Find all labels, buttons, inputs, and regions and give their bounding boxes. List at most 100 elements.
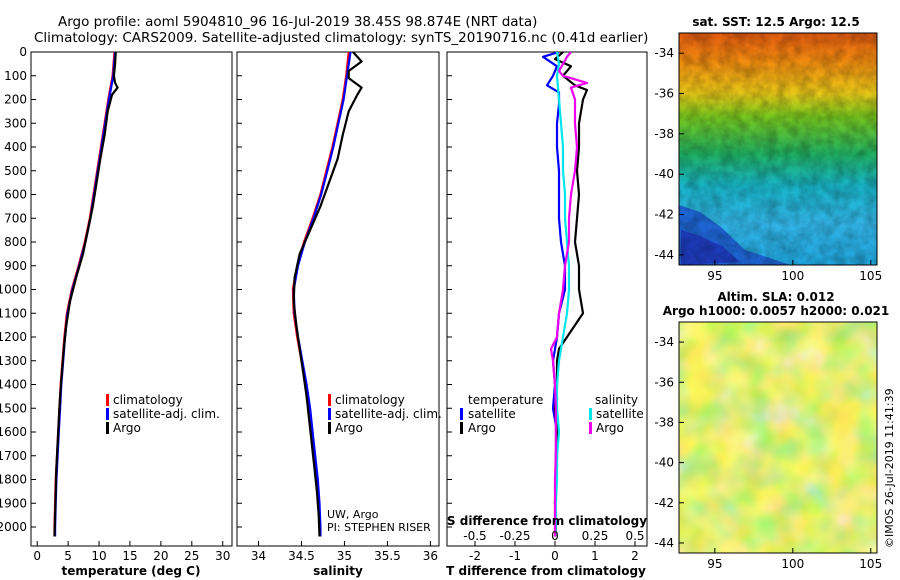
map-y-tick-label: -44 <box>654 248 674 262</box>
x-tick-label: 35 <box>337 549 352 563</box>
depth-tick-label: 1800 <box>0 473 27 487</box>
difference-panel: -2 -1 0 1 2 T difference from climatology S … <box>446 51 648 578</box>
x-tick-label: 0 <box>551 549 559 563</box>
x-tick-label: 25 <box>184 549 199 563</box>
series-line-argo <box>53 52 119 537</box>
credit-line-1: UW, Argo <box>327 508 379 521</box>
legend-climatology-swatch <box>106 394 109 406</box>
salinity-diff-tick-label: 0.25 <box>582 529 609 543</box>
map-y-tick-label: -44 <box>654 536 674 550</box>
depth-tick-label: 1100 <box>0 306 27 320</box>
map-y-tick-label: -36 <box>654 375 674 389</box>
x-tick-label: 10 <box>91 549 106 563</box>
salinity-diff-tick-label: 0 <box>551 529 559 543</box>
difference-frame <box>446 51 648 547</box>
legend-satellite-label: satellite-adj. clim. <box>335 407 442 421</box>
salinity-x-axis: 34 34.5 35 35.5 36 <box>251 541 438 563</box>
x-tick-label: 30 <box>215 549 230 563</box>
salinity-frame <box>236 51 440 547</box>
salinity-series <box>237 52 363 537</box>
legend-t-satellite-swatch <box>460 408 463 420</box>
depth-axis: 0 100 200 300 400 500 600 700 800 900 1000 1100 1200… <box>0 45 27 534</box>
depth-tick-label: 1900 <box>0 496 27 510</box>
map-x-tick-label: 100 <box>781 269 804 283</box>
salinity-panel: 34 34.5 35 35.5 36 salinity climatology sate… <box>236 51 442 578</box>
legend-t-satellite-label: satellite <box>468 407 516 421</box>
legend-s-satellite-label: satellite <box>596 407 644 421</box>
map-x-tick-label: 100 <box>781 557 804 571</box>
x-tick-label: 20 <box>153 549 168 563</box>
legend-satellite-swatch <box>328 408 331 420</box>
salinity-legend: climatology satellite-adj. clim. Argo <box>328 393 442 435</box>
depth-tick-label: 800 <box>4 235 27 249</box>
depth-tick-label: 1200 <box>0 330 27 344</box>
temperature-panel: 0 5 10 15 20 25 30 temperature (deg C) climato… <box>30 51 233 578</box>
depth-tick-label: 200 <box>4 93 27 107</box>
difference-top-label: S difference from climatology <box>447 514 647 528</box>
map-x-tick-label: 105 <box>859 557 882 571</box>
depth-tick-label: 0 <box>19 45 27 59</box>
depth-tick-label: 100 <box>4 69 27 83</box>
difference-series <box>447 52 589 537</box>
x-tick-label: 1 <box>591 549 599 563</box>
x-tick-label: -2 <box>469 549 481 563</box>
x-tick-label: 5 <box>64 549 72 563</box>
depth-tick-label: 1000 <box>0 283 27 297</box>
x-tick-label: 35.5 <box>374 549 401 563</box>
salinity-diff-tick-labels: -0.5 -0.25 0 0.25 0.5 <box>463 529 644 543</box>
series-line-argo <box>292 52 363 537</box>
temperature-legend: climatology satellite-adj. clim. Argo <box>106 393 220 435</box>
map-y-tick-label: -38 <box>654 127 674 141</box>
map-y-tick-label: -42 <box>654 496 674 510</box>
legend-t-argo-label: Argo <box>468 421 496 435</box>
map-x-tick-label: 95 <box>707 557 722 571</box>
legend-argo-label: Argo <box>335 421 363 435</box>
legend-climatology-label: climatology <box>113 393 183 407</box>
map-x-tick-label: 105 <box>859 269 882 283</box>
map-y-tick-label: -42 <box>654 208 674 222</box>
difference-xlabel: T difference from climatology <box>446 564 646 578</box>
map-y-tick-label: -34 <box>654 335 674 349</box>
depth-tick-label: 1300 <box>0 354 27 368</box>
sla-map-title: Altim. SLA: 0.012 <box>717 290 834 304</box>
salinity-xlabel: salinity <box>313 564 363 578</box>
salinity-diff-tick-label: 0.5 <box>625 529 644 543</box>
map-x-tick-label: 95 <box>707 269 722 283</box>
legend-climatology-label: climatology <box>335 393 405 407</box>
depth-tick-label: 1500 <box>0 401 27 415</box>
temperature-x-axis: 0 5 10 15 20 25 30 <box>33 541 230 563</box>
x-tick-label: 36 <box>423 549 438 563</box>
sst-texture <box>679 33 877 265</box>
difference-x-axis: -2 -1 0 1 2 <box>469 541 639 563</box>
x-tick-label: 15 <box>122 549 137 563</box>
sst-map-frame <box>678 32 878 266</box>
salinity-diff-tick-label: -0.25 <box>499 529 530 543</box>
temperature-frame <box>30 51 233 547</box>
x-tick-label: 34 <box>251 549 266 563</box>
sst-map-panel: sat. SST: 12.5 Argo: 12.5 -34 -36 -38 -40 -4… <box>654 15 882 283</box>
legend-temperature-title: temperature <box>468 393 543 407</box>
header-line-1: Argo profile: aoml 5904810_96 16-Jul-201… <box>58 14 537 30</box>
sla-map-axes: -34 -36 -38 -40 -42 -44 95 100 105 <box>654 335 882 571</box>
map-y-tick-label: -34 <box>654 46 674 60</box>
legend-salinity-title: salinity <box>595 393 638 407</box>
depth-tick-label: 600 <box>4 188 27 202</box>
temperature-series <box>31 52 119 537</box>
depth-tick-label: 900 <box>4 259 27 273</box>
legend-t-argo-swatch <box>460 422 463 434</box>
depth-tick-label: 1600 <box>0 425 27 439</box>
x-tick-label: -1 <box>509 549 521 563</box>
legend-argo-swatch <box>328 422 331 434</box>
legend-argo-swatch <box>106 422 109 434</box>
sla-map-frame <box>678 321 878 554</box>
legend-s-argo-label: Argo <box>596 421 624 435</box>
difference-legend: temperature salinity satellite Argo sate… <box>460 393 644 435</box>
sla-map-panel: Altim. SLA: 0.012 Argo h1000: 0.0057 h20… <box>654 290 889 571</box>
legend-climatology-swatch <box>328 394 331 406</box>
depth-tick-label: 1700 <box>0 449 27 463</box>
depth-tick-label: 700 <box>4 211 27 225</box>
depth-tick-label: 300 <box>4 116 27 130</box>
salinity-diff-tick-label: -0.5 <box>463 529 486 543</box>
legend-argo-label: Argo <box>113 421 141 435</box>
